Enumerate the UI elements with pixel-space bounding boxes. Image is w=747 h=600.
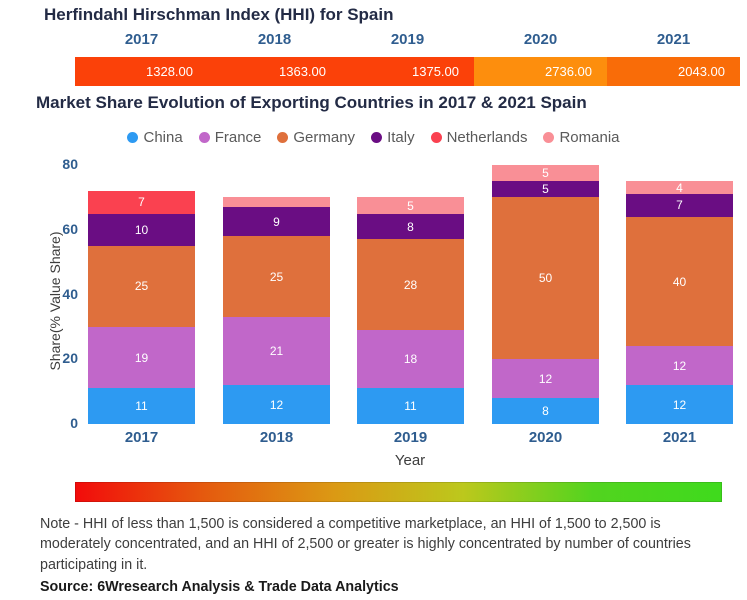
x-tick-2020: 2020 bbox=[528, 429, 563, 446]
stacked-bar-2021: 12 12 40 7 4 bbox=[626, 181, 733, 424]
x-tick-2018: 2018 bbox=[259, 429, 294, 446]
legend-label: France bbox=[214, 129, 262, 146]
bar-segment-china-2017[interactable]: 11 bbox=[88, 388, 195, 424]
footnote-block: Note - HHI of less than 1,500 is conside… bbox=[40, 514, 732, 597]
legend-dot-china bbox=[127, 132, 139, 143]
legend-label: Romania bbox=[559, 129, 620, 146]
legend-item-france[interactable]: France bbox=[198, 129, 262, 146]
y-tick-0: 0 bbox=[70, 415, 78, 431]
bar-segment-italy-2019[interactable]: 8 bbox=[357, 213, 464, 240]
hhi-year-label-2019: 2019 bbox=[390, 31, 425, 48]
hhi-value-segment-2020: 2736.00 bbox=[474, 57, 607, 86]
bar-segment-china-2020[interactable]: 8 bbox=[492, 398, 599, 424]
bar-segment-france-2020[interactable]: 12 bbox=[492, 359, 599, 399]
x-tick-2021: 2021 bbox=[662, 429, 697, 446]
legend-label: Germany bbox=[293, 129, 356, 146]
plot-area: 11 19 25 10 7 12 21 25 9 11 18 28 8 5 8 12 50 5 5 12 12 40 7 4 bbox=[87, 165, 733, 424]
bar-segment-romania-2019[interactable]: 5 bbox=[357, 197, 464, 214]
note-text: Note - HHI of less than 1,500 is conside… bbox=[40, 516, 691, 573]
legend-dot-italy bbox=[371, 132, 383, 143]
legend-dot-netherlands bbox=[430, 132, 442, 143]
bar-segment-france-2017[interactable]: 19 bbox=[88, 326, 195, 389]
bar-segment-france-2019[interactable]: 18 bbox=[357, 330, 464, 389]
y-tick-40: 40 bbox=[62, 285, 78, 302]
y-tick-20: 20 bbox=[62, 350, 78, 367]
chart-legend: China France Germany Italy Netherlands Romani… bbox=[0, 129, 747, 146]
legend-item-netherlands[interactable]: Netherlands bbox=[430, 129, 528, 146]
hhi-value-segment-2019: 1375.00 bbox=[341, 57, 474, 86]
legend-dot-germany bbox=[277, 132, 289, 143]
stacked-bar-2017: 11 19 25 10 7 bbox=[88, 190, 195, 424]
legend-dot-romania bbox=[543, 132, 555, 143]
hhi-title: Herfindahl Hirschman Index (HHI) for Spa… bbox=[44, 5, 394, 24]
bar-segment-italy-2021[interactable]: 7 bbox=[626, 194, 733, 217]
legend-item-italy[interactable]: Italy bbox=[371, 129, 415, 146]
source-text: Source: 6Wresearch Analysis & Trade Data… bbox=[40, 578, 399, 595]
y-tick-80: 80 bbox=[62, 156, 78, 172]
x-tick-2019: 2019 bbox=[393, 429, 428, 446]
chart-title: Market Share Evolution of Exporting Coun… bbox=[36, 93, 587, 112]
bar-segment-italy-2017[interactable]: 10 bbox=[88, 213, 195, 246]
x-tick-2017: 2017 bbox=[124, 429, 159, 446]
bar-segment-germany-2021[interactable]: 40 bbox=[626, 216, 733, 347]
legend-item-romania[interactable]: Romania bbox=[543, 129, 620, 146]
legend-label: China bbox=[143, 129, 183, 146]
bar-segment-germany-2017[interactable]: 25 bbox=[88, 245, 195, 327]
hhi-value-segment-2017: 1328.00 bbox=[75, 57, 208, 86]
hhi-year-label-2021: 2021 bbox=[656, 31, 691, 48]
bar-segment-germany-2020[interactable]: 50 bbox=[492, 197, 599, 360]
hhi-year-label-2018: 2018 bbox=[257, 31, 292, 48]
y-tick-60: 60 bbox=[62, 220, 78, 237]
bar-segment-italy-2018[interactable]: 9 bbox=[223, 207, 330, 237]
bar-segment-china-2019[interactable]: 11 bbox=[357, 388, 464, 424]
x-axis-title: Year bbox=[394, 452, 426, 469]
bar-segment-germany-2019[interactable]: 28 bbox=[357, 239, 464, 331]
bar-segment-italy-2020[interactable]: 5 bbox=[492, 181, 599, 198]
hhi-year-row: 2017 2018 2019 2020 2021 bbox=[75, 31, 740, 53]
hhi-value-segment-2021: 2043.00 bbox=[607, 57, 740, 86]
hhi-value-bar: 1328.00 1363.00 1375.00 2736.00 2043.00 bbox=[75, 57, 740, 86]
hhi-gradient-scale bbox=[75, 482, 722, 502]
stacked-bar-2019: 11 18 28 8 5 bbox=[357, 197, 464, 424]
bar-segment-china-2018[interactable]: 12 bbox=[223, 385, 330, 424]
stacked-bar-2018: 12 21 25 9 bbox=[223, 197, 330, 424]
bar-segment-france-2018[interactable]: 21 bbox=[223, 317, 330, 386]
legend-label: Italy bbox=[387, 129, 415, 146]
stacked-bar-2020: 8 12 50 5 5 bbox=[492, 165, 599, 424]
bar-segment-romania-2018[interactable] bbox=[223, 197, 330, 208]
bar-segment-germany-2018[interactable]: 25 bbox=[223, 236, 330, 318]
bar-segment-china-2021[interactable]: 12 bbox=[626, 385, 733, 424]
bar-segment-france-2021[interactable]: 12 bbox=[626, 346, 733, 386]
bar-segment-romania-2020[interactable]: 5 bbox=[492, 165, 599, 182]
legend-item-china[interactable]: China bbox=[127, 129, 183, 146]
bar-segment-netherlands-2017[interactable]: 7 bbox=[88, 190, 195, 214]
hhi-value-segment-2018: 1363.00 bbox=[208, 57, 341, 86]
legend-dot-france bbox=[198, 132, 210, 143]
bar-segment-romania-2021[interactable]: 4 bbox=[626, 181, 733, 195]
legend-item-germany[interactable]: Germany bbox=[277, 129, 355, 146]
hhi-year-label-2020: 2020 bbox=[523, 31, 558, 48]
hhi-year-label-2017: 2017 bbox=[124, 31, 159, 48]
legend-label: Netherlands bbox=[446, 129, 528, 146]
